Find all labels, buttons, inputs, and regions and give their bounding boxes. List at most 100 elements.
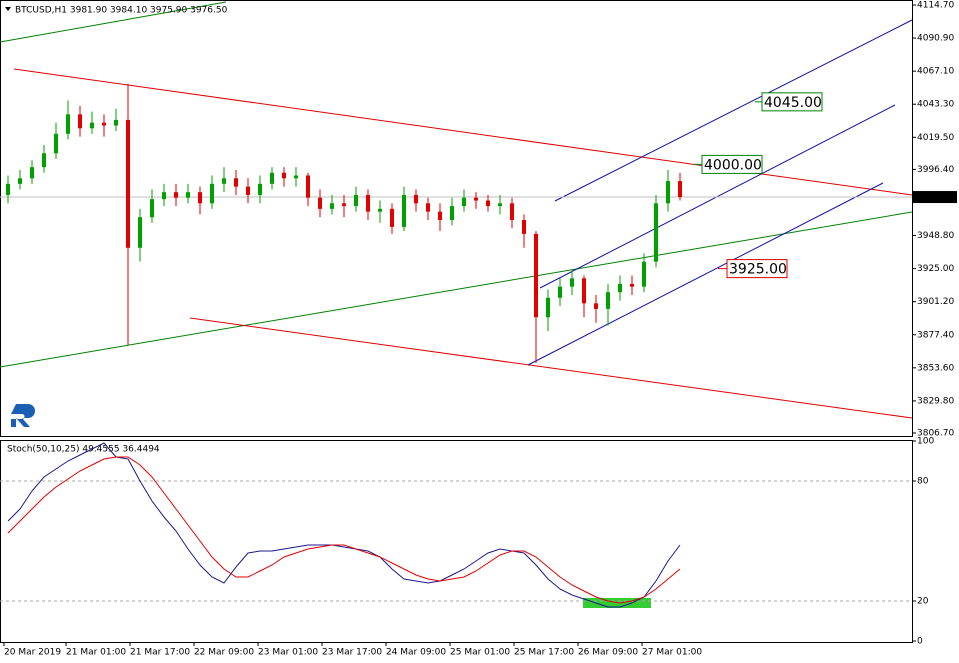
- price-label: 3976.50: [917, 193, 954, 203]
- candle-body: [234, 178, 238, 187]
- candle-body: [438, 211, 442, 220]
- candle-body: [534, 233, 538, 318]
- candle-body: [54, 133, 58, 154]
- candle-body: [78, 114, 82, 129]
- candle-body: [246, 186, 250, 195]
- candle-body: [426, 203, 430, 212]
- level-box: [726, 259, 788, 279]
- candle-body: [42, 153, 46, 168]
- level-box: [761, 92, 823, 112]
- candle-body: [18, 178, 22, 184]
- candle-body: [546, 297, 550, 318]
- candle-body: [594, 303, 598, 309]
- level-label: 3925.00: [718, 259, 788, 279]
- level-label: 4000.00: [694, 154, 763, 174]
- candle-body: [342, 203, 346, 207]
- level-label: 4045.00: [755, 92, 823, 112]
- x-tick-label: 24 Mar 09:00: [386, 648, 446, 658]
- candle-body: [114, 119, 118, 126]
- x-tick-label: 27 Mar 01:00: [642, 648, 702, 658]
- y-tick-label: 100: [917, 437, 934, 447]
- candle-body: [402, 194, 406, 227]
- candle-body: [258, 183, 262, 195]
- trend-line: [0, 1, 227, 43]
- candle-body: [222, 178, 226, 184]
- trend-lines: [0, 1, 913, 419]
- y-tick-label: 4043.30: [917, 100, 954, 110]
- candle-body: [186, 192, 190, 198]
- candle-body: [294, 175, 298, 179]
- candle-body: [366, 194, 370, 212]
- y-tick-label: 3877.40: [917, 330, 954, 340]
- indicator-title: Stoch(50,10,25) 49.4555 36.4494: [7, 445, 160, 455]
- y-tick-label: 4090.90: [917, 34, 954, 44]
- candle-body: [282, 172, 286, 179]
- level-text: 4000.00: [704, 157, 762, 173]
- x-tick-label: 25 Mar 01:00: [450, 648, 510, 658]
- level-box: [701, 154, 763, 174]
- candle-body: [414, 194, 418, 204]
- y-tick-label: 4114.70: [917, 1, 954, 11]
- y-tick-label: 4019.50: [917, 133, 954, 143]
- candle-body: [582, 278, 586, 304]
- y-tick-label: 80: [917, 477, 929, 487]
- candle-body: [666, 181, 670, 204]
- candle-body: [630, 283, 634, 287]
- x-tick-label: 23 Mar 17:00: [322, 648, 382, 658]
- candle-body: [126, 119, 130, 248]
- candle-body: [618, 283, 622, 293]
- trend-line: [539, 104, 896, 289]
- candle-body: [162, 192, 166, 200]
- candle-body: [330, 203, 334, 209]
- x-tick-label: 25 Mar 17:00: [514, 648, 574, 658]
- candle-body: [462, 197, 466, 207]
- candle-body: [138, 217, 142, 248]
- candle-body: [6, 183, 10, 195]
- candle-body: [450, 206, 454, 220]
- y-tick-label: 3996.40: [917, 165, 954, 175]
- trend-line: [554, 19, 913, 202]
- candle-body: [642, 261, 646, 287]
- candle-body: [102, 122, 106, 126]
- candle-body: [150, 199, 154, 218]
- candle-body: [66, 114, 70, 134]
- x-tick-label: 26 Mar 09:00: [578, 648, 638, 658]
- x-tick-label: 23 Mar 01:00: [258, 648, 318, 658]
- candle-body: [210, 183, 214, 204]
- candle-body: [270, 172, 274, 184]
- level-text: 3925.00: [729, 262, 787, 278]
- candle-body: [198, 192, 202, 204]
- candle-body: [498, 203, 502, 207]
- stoch-panel: [0, 440, 913, 643]
- candle-body: [306, 175, 310, 198]
- y-tick-label: 4067.10: [917, 67, 954, 77]
- candle-body: [678, 181, 682, 198]
- y-tick-label: 20: [917, 597, 929, 607]
- candle-body: [606, 292, 610, 309]
- candle-body: [474, 197, 478, 201]
- candle-body: [510, 203, 514, 220]
- x-tick-label: 20 Mar 2019: [4, 648, 61, 658]
- candle-body: [30, 167, 34, 179]
- y-tick-label: 3829.80: [917, 396, 954, 406]
- trend-line: [13, 68, 913, 196]
- trend-line: [189, 317, 913, 419]
- candle-body: [378, 208, 382, 212]
- x-tick-label: 21 Mar 01:00: [66, 648, 126, 658]
- menu-arrow: [5, 7, 11, 11]
- trend-line: [0, 211, 913, 368]
- candle-body: [654, 203, 658, 262]
- candle-body: [522, 219, 526, 234]
- price-label-box: [913, 191, 957, 204]
- trend-line: [527, 182, 884, 366]
- candle-body: [570, 278, 574, 287]
- stoch-line: [7, 456, 681, 604]
- candle-body: [354, 194, 358, 207]
- candle-body: [486, 200, 490, 207]
- x-tick-label: 21 Mar 17:00: [130, 648, 190, 658]
- y-tick-label: 3853.60: [917, 363, 954, 373]
- y-tick-label: 3925.00: [917, 264, 954, 274]
- candle-body: [390, 208, 394, 227]
- candle-body: [174, 192, 178, 198]
